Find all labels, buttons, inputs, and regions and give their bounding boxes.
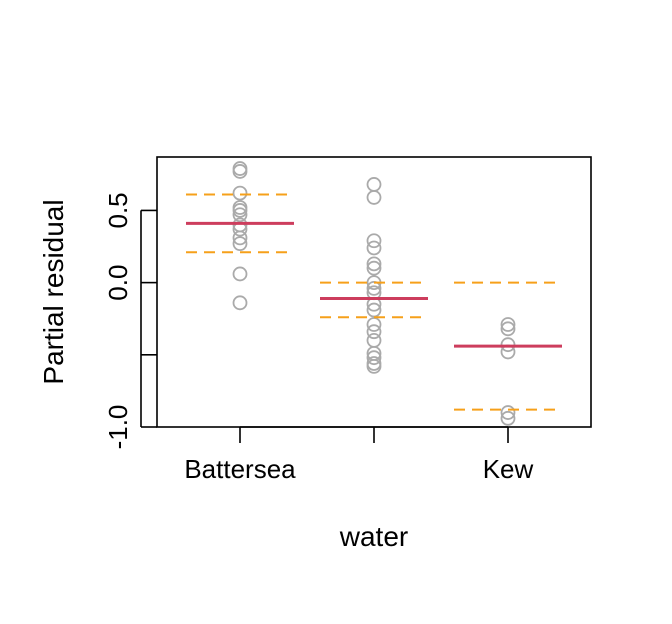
residual-point (500, 317, 516, 332)
residual-point (366, 332, 382, 348)
residual-point (500, 321, 516, 337)
residual-point (366, 358, 382, 374)
residual-point (366, 324, 382, 340)
residual-point (232, 266, 248, 282)
residual-point (366, 177, 382, 192)
residual-point (232, 185, 248, 201)
residual-point (366, 240, 382, 256)
y-axis-title: Partial residual (38, 199, 69, 384)
residual-point (500, 405, 516, 420)
x-axis-title: water (339, 521, 408, 552)
x-tick-label: Battersea (184, 454, 296, 484)
residual-point (366, 190, 382, 205)
residual-point (366, 256, 382, 272)
y-tick-label: -1.0 (103, 405, 133, 450)
residual-point (232, 207, 248, 223)
residual-point (366, 233, 382, 249)
residual-point (232, 203, 248, 218)
residual-point (232, 230, 248, 246)
y-tick-label: 0.5 (103, 192, 133, 228)
residual-point (232, 161, 248, 176)
residual-point (366, 350, 382, 366)
residual-point (500, 410, 516, 426)
residual-point (232, 295, 248, 311)
plot-layer: -1.0 0.0 0.5 Battersea Kew (103, 161, 562, 484)
residual-point (232, 236, 248, 252)
x-tick-label: Kew (483, 454, 534, 484)
residual-point (366, 260, 382, 276)
plot-frame (156, 156, 592, 428)
y-tick-label: 0.0 (103, 265, 133, 301)
residual-point (232, 164, 248, 179)
